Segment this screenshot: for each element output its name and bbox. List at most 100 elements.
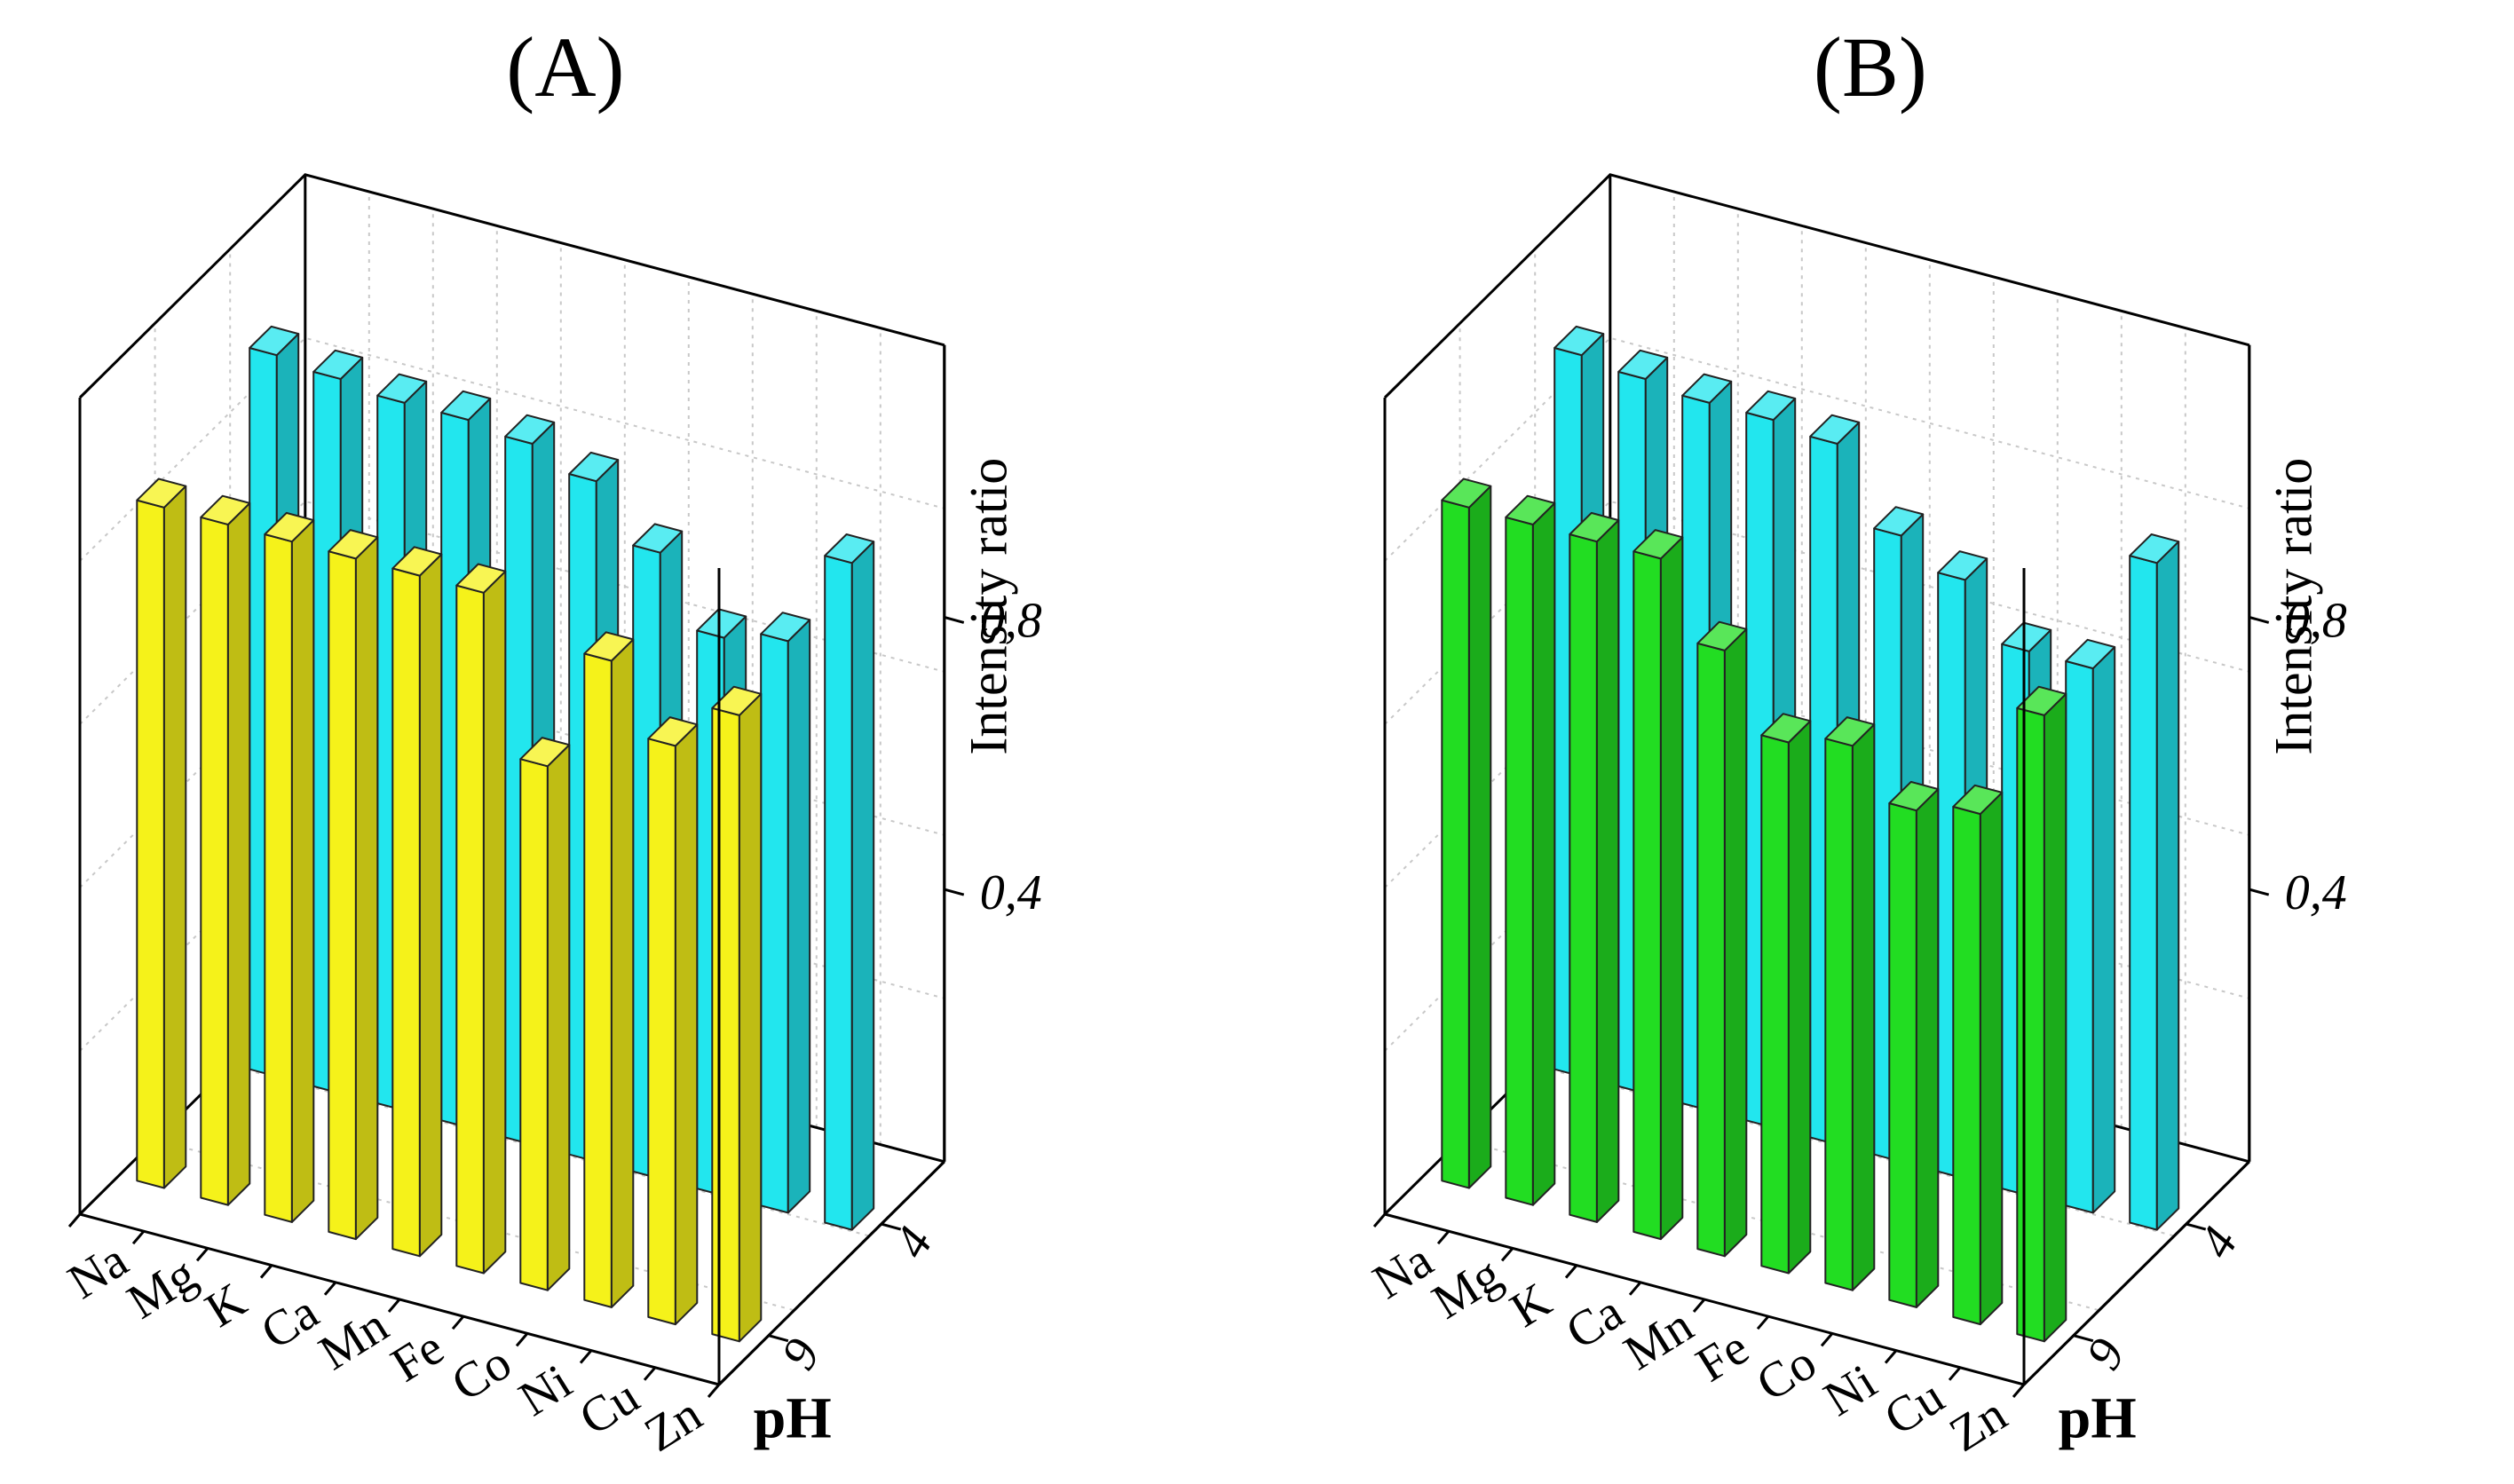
bar-top-face xyxy=(391,546,443,577)
bar-front-face xyxy=(1569,533,1598,1223)
panel-title-a: (A) xyxy=(506,20,624,114)
x-tick-label-k: K xyxy=(1501,1273,1561,1338)
ph-axis: 4 9 pH xyxy=(754,1218,944,1450)
bar-side-face xyxy=(354,536,379,1241)
x-tick-label-ni: Ni xyxy=(1814,1354,1886,1427)
bar-front-face xyxy=(760,633,789,1214)
x-tick-label-ca: Ca xyxy=(1557,1284,1633,1361)
bar-front-face xyxy=(711,706,740,1343)
bar-cu-ph4 xyxy=(2065,638,2116,1214)
x-tick-label-zn: Zn xyxy=(636,1386,712,1463)
x-tick-label-mg: Mg xyxy=(118,1247,206,1330)
bar-front-face xyxy=(2065,659,2094,1214)
bar-side-face xyxy=(1467,485,1492,1189)
bar-cu-ph9 xyxy=(647,716,699,1326)
bar-na-ph9 xyxy=(1441,478,1492,1189)
bar-side-face xyxy=(1915,788,1940,1308)
bar-top-face xyxy=(568,451,620,483)
bar-top-face xyxy=(1441,478,1492,509)
bar-side-face xyxy=(1787,720,1812,1275)
bar-side-face xyxy=(1723,628,1748,1258)
bar-mg-ph9 xyxy=(1505,494,1556,1206)
x-tick-label-fe: Fe xyxy=(382,1320,453,1393)
x-tick-label-zn: Zn xyxy=(1941,1386,2017,1463)
bars xyxy=(1441,325,2180,1343)
z-axis-title: Intensity ratio xyxy=(960,458,1018,755)
x-tick-label-ni: Ni xyxy=(510,1354,581,1427)
x-tick-label-mn: Mn xyxy=(1615,1298,1703,1381)
bar-top-face xyxy=(1696,620,1748,651)
ph-tick-label: 9 xyxy=(771,1330,831,1378)
ph-tick-label: 4 xyxy=(883,1218,944,1267)
x-tick-label-na: Na xyxy=(59,1233,137,1310)
bar-top-face xyxy=(455,563,507,594)
bar-front-face xyxy=(136,499,165,1189)
bar-front-face xyxy=(1696,642,1726,1258)
x-tick-label-ca: Ca xyxy=(252,1284,328,1361)
bar-front-face xyxy=(1888,802,1917,1308)
bar-side-face xyxy=(610,638,635,1308)
bar-front-face xyxy=(1505,516,1534,1206)
bar-top-face xyxy=(1937,550,1988,581)
bar-side-face xyxy=(2043,692,2067,1343)
bar-top-face xyxy=(760,612,811,643)
bar-top-face xyxy=(1569,511,1620,543)
bar-top-face xyxy=(136,478,187,509)
bar-co-ph9 xyxy=(1824,716,1876,1291)
bar-zn-ph4 xyxy=(2129,533,2180,1231)
bar-side-face xyxy=(674,723,699,1326)
bar-top-face xyxy=(249,325,300,357)
ph-axis: 4 9 pH xyxy=(2059,1218,2249,1450)
bar-top-face xyxy=(1745,390,1797,422)
bar-zn-ph4 xyxy=(824,533,875,1231)
bar-front-face xyxy=(391,567,421,1258)
bar-top-face xyxy=(1681,373,1733,404)
bar-top-face xyxy=(2001,621,2052,652)
bar-side-face xyxy=(482,570,507,1275)
bar-top-face xyxy=(1553,325,1605,357)
bar-top-face xyxy=(1760,713,1812,744)
bar-ca-ph9 xyxy=(1633,529,1684,1241)
bar-k-ph9 xyxy=(264,511,315,1223)
bar-side-face xyxy=(1851,723,1876,1291)
bar-front-face xyxy=(1952,805,1981,1326)
panel-title-b: (B) xyxy=(1814,20,1927,114)
x-tick-label-fe: Fe xyxy=(1687,1320,1758,1393)
bar-co-ph9 xyxy=(519,737,571,1291)
bar-top-face xyxy=(264,511,315,543)
bar-top-face xyxy=(1888,780,1940,812)
bar-front-face xyxy=(455,584,485,1275)
x-tick-label-co: Co xyxy=(1747,1335,1825,1412)
grid-line xyxy=(79,336,945,562)
bar-side-face xyxy=(418,553,443,1258)
bar-front-face xyxy=(519,758,549,1291)
x-tick-label-cu: Cu xyxy=(570,1369,648,1446)
bar-side-face xyxy=(1531,501,1556,1206)
bar-mg-ph9 xyxy=(200,494,251,1206)
bar-top-face xyxy=(1617,349,1669,380)
grid-line xyxy=(1384,336,2250,562)
bar-front-face xyxy=(1760,734,1790,1275)
bar-top-face xyxy=(583,631,635,662)
bar-top-face xyxy=(200,494,251,525)
bar-front-face xyxy=(264,533,293,1223)
x-tick-label-na: Na xyxy=(1364,1233,1442,1310)
bar-side-face xyxy=(738,692,763,1343)
bar-ni-ph9 xyxy=(583,631,635,1308)
bar-front-face xyxy=(583,652,613,1308)
bar-ni-ph9 xyxy=(1888,780,1940,1308)
bar-side-face xyxy=(546,744,571,1291)
bar-top-face xyxy=(519,737,571,768)
bar-side-face xyxy=(2155,541,2180,1231)
bar-na-ph9 xyxy=(136,478,187,1189)
bar-mn-ph9 xyxy=(391,546,443,1258)
bar-side-face xyxy=(850,541,875,1231)
x-tick-label-k: K xyxy=(196,1273,256,1338)
z-axis-title: Intensity ratio xyxy=(2265,458,2323,755)
bar-front-face xyxy=(1441,499,1470,1189)
ph-tick-label: 9 xyxy=(2075,1330,2136,1378)
bar-side-face xyxy=(787,619,811,1214)
